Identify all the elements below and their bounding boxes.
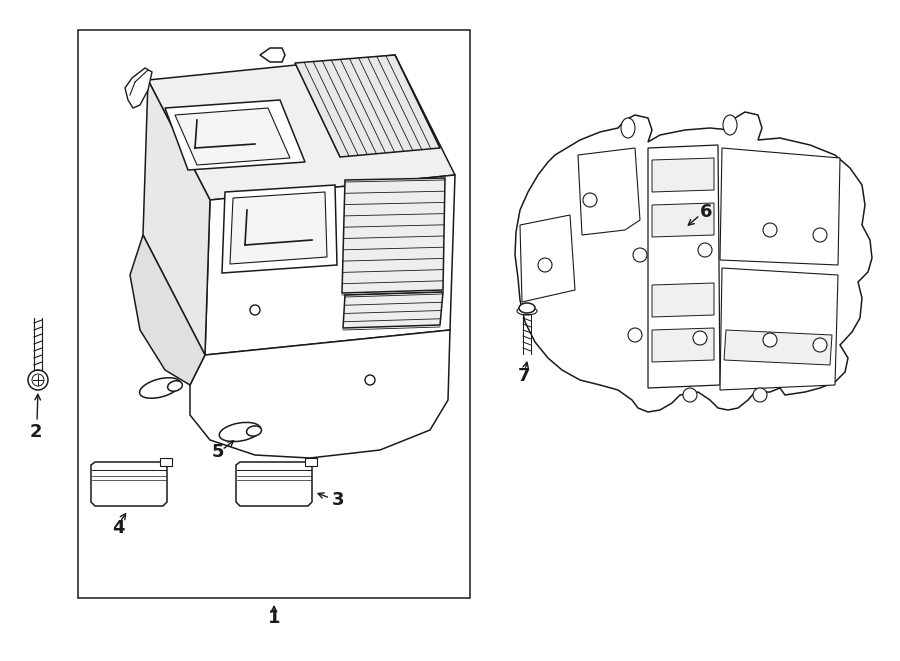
Circle shape: [538, 258, 552, 272]
Circle shape: [28, 370, 48, 390]
Circle shape: [683, 388, 697, 402]
Circle shape: [763, 333, 777, 347]
Polygon shape: [720, 148, 840, 265]
Polygon shape: [260, 48, 285, 62]
Text: 4: 4: [112, 519, 124, 537]
Polygon shape: [236, 462, 312, 506]
Circle shape: [628, 328, 642, 342]
Circle shape: [813, 228, 827, 242]
Ellipse shape: [140, 377, 180, 399]
Polygon shape: [143, 80, 210, 355]
Circle shape: [583, 193, 597, 207]
Circle shape: [365, 375, 375, 385]
Polygon shape: [175, 108, 290, 165]
Ellipse shape: [247, 426, 261, 436]
Text: 3: 3: [332, 491, 344, 509]
Circle shape: [32, 374, 44, 386]
Polygon shape: [130, 235, 205, 385]
Circle shape: [693, 331, 707, 345]
Polygon shape: [652, 158, 714, 192]
Polygon shape: [343, 292, 443, 328]
Polygon shape: [652, 203, 714, 237]
Polygon shape: [724, 330, 832, 365]
Ellipse shape: [517, 307, 537, 315]
Polygon shape: [295, 55, 440, 157]
Circle shape: [698, 243, 712, 257]
Polygon shape: [222, 185, 337, 273]
Ellipse shape: [621, 118, 635, 138]
Circle shape: [633, 248, 647, 262]
Polygon shape: [515, 112, 872, 412]
Polygon shape: [91, 462, 167, 506]
Circle shape: [250, 305, 260, 315]
Circle shape: [753, 388, 767, 402]
Polygon shape: [205, 175, 455, 355]
Polygon shape: [165, 100, 305, 170]
Text: 7: 7: [518, 367, 530, 385]
Text: 6: 6: [700, 203, 712, 221]
Polygon shape: [652, 283, 714, 317]
Polygon shape: [578, 148, 640, 235]
Circle shape: [763, 223, 777, 237]
Polygon shape: [148, 55, 455, 200]
Ellipse shape: [723, 115, 737, 135]
Polygon shape: [190, 330, 450, 458]
Polygon shape: [342, 178, 445, 293]
Text: 1: 1: [268, 609, 280, 627]
Bar: [78, 30, 470, 598]
Bar: [305, 458, 317, 466]
Ellipse shape: [167, 381, 183, 391]
Polygon shape: [125, 68, 152, 108]
Polygon shape: [652, 328, 714, 362]
Polygon shape: [230, 192, 327, 264]
Text: 2: 2: [30, 423, 42, 441]
Polygon shape: [520, 215, 575, 302]
Text: 5: 5: [212, 443, 224, 461]
Circle shape: [813, 338, 827, 352]
Ellipse shape: [519, 303, 535, 313]
Ellipse shape: [220, 422, 261, 442]
Bar: [160, 458, 172, 466]
Polygon shape: [648, 145, 720, 388]
Polygon shape: [720, 268, 838, 390]
